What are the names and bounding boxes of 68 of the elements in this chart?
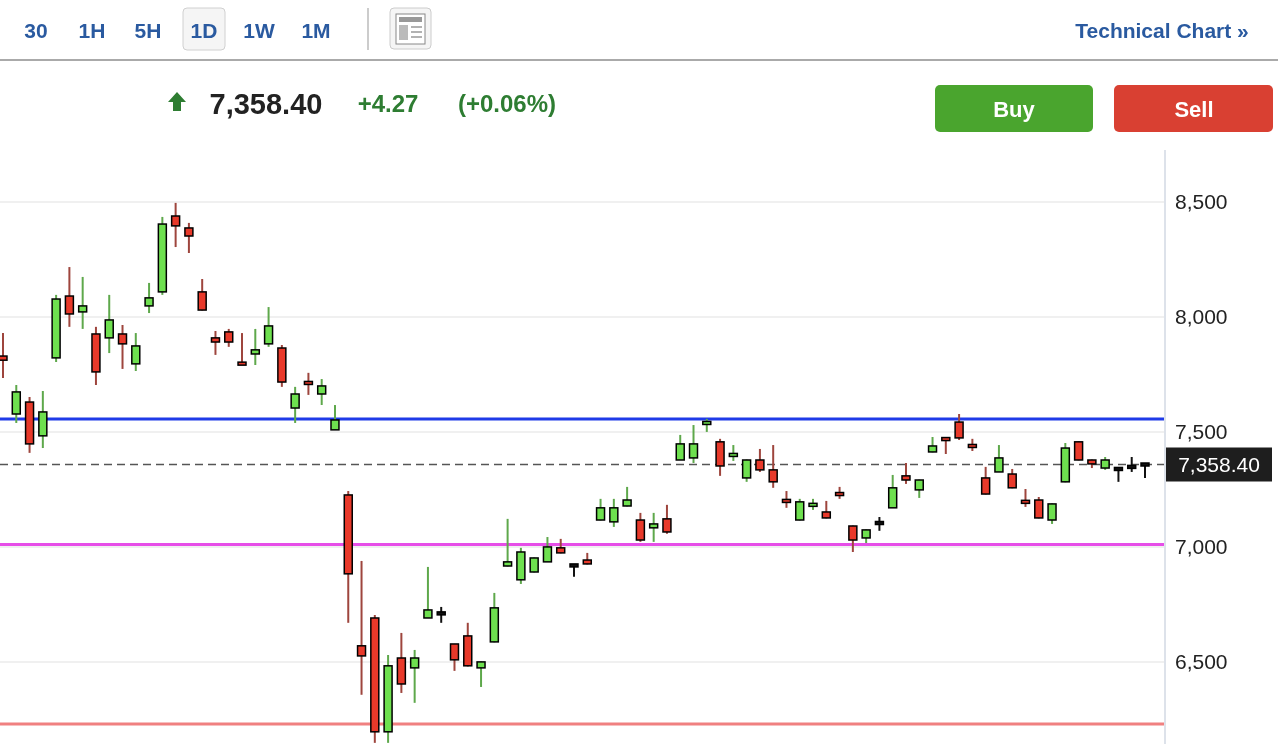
text: 30 [24,19,48,42]
candlestick [356,559,367,696]
candlestick [994,444,1004,473]
text: 1W [243,19,275,42]
candlestick [330,404,340,431]
text: 5H [134,19,162,42]
candlestick [795,497,805,522]
candlestick [64,266,75,328]
candlestick [0,332,8,379]
text: (+0.06%) [457,90,557,117]
candlestick [609,497,619,528]
candlestick [144,281,154,315]
candlestick [595,497,606,522]
candlestick [184,221,194,255]
candlestick [237,332,247,366]
candlestick [38,390,48,450]
ref-line-label: 7,358.40 [1178,452,1260,476]
candlestick [914,478,924,499]
candlestick [675,433,685,461]
candlestick [648,511,659,543]
candlestick [409,648,420,704]
candlestick [887,473,898,509]
y-tick-label: 7,000 [1175,535,1228,559]
candlestick [11,384,22,424]
candlestick [662,503,672,535]
candlestick [290,385,300,424]
candlestick [303,371,314,396]
candlestick [1047,502,1057,525]
candlestick [104,293,114,355]
candlestick [848,524,858,553]
candlestick [1073,440,1084,462]
candlestick [954,413,964,441]
candlestick [250,327,261,367]
y-tick-label: 6,500 [1175,650,1228,674]
candlestick [980,465,991,496]
text: 1H [78,19,106,42]
y-tick-label: 7,500 [1175,420,1228,444]
candlestick [316,378,327,407]
candlestick [688,424,699,464]
candlestick [1034,496,1044,520]
text: 1M [301,19,331,42]
text: +4.27 [357,90,419,117]
candlestick [423,565,433,619]
y-tick-label: 8,000 [1175,305,1228,329]
candlestick [131,332,141,372]
text: Buy [993,97,1036,122]
text: Sell [1174,97,1214,122]
candlestick [449,642,460,672]
text: Technical Chart » [1075,19,1249,42]
candlestick [502,517,513,568]
candlestick [768,444,778,489]
candlestick [901,461,911,485]
candlestick [170,201,181,249]
candlestick [1007,467,1017,490]
candlestick [622,485,632,508]
y-tick-label: 8,500 [1175,190,1228,214]
candlestick [210,329,221,356]
candlestick [263,306,274,348]
candlestick [542,536,553,563]
candlestick [755,447,765,473]
candlestick [197,278,207,312]
candlestick [635,511,646,543]
candlestick [77,275,88,330]
candlestick [741,458,752,483]
candlestick [117,324,128,370]
candlestick [476,660,486,688]
text: 1D [190,19,218,42]
text: 7,358.40 [209,88,323,120]
